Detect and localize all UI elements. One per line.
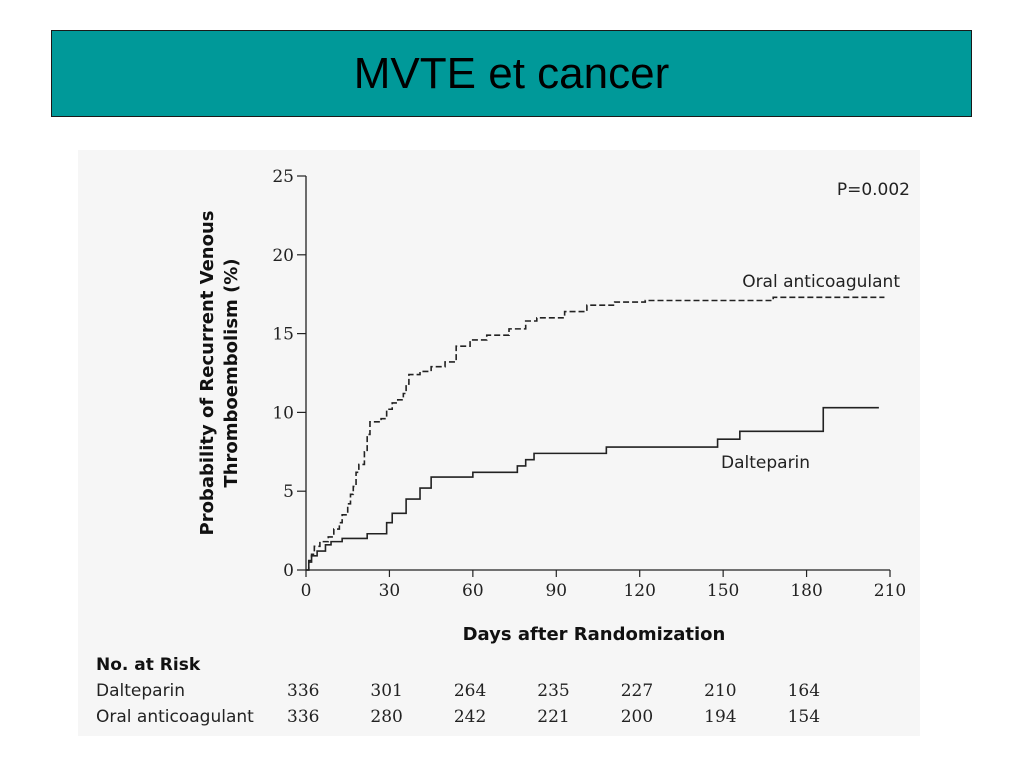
- at-risk-label-oral-anticoagulant: Oral anticoagulant: [96, 707, 254, 727]
- at-risk-value: 194: [704, 707, 737, 727]
- x-tick-label: 30: [379, 581, 401, 601]
- at-risk-value: 264: [453, 681, 487, 701]
- y-axis-title-line-1: Probability of Recurrent Venous: [197, 211, 218, 536]
- at-risk-value: 227: [620, 681, 654, 701]
- at-risk-value: 164: [787, 681, 821, 701]
- y-tick-label: 25: [272, 167, 294, 187]
- km-chart: 0 30 60 90 120 150 180 210 0 5 10 15 20 25 Days after …: [197, 167, 910, 645]
- at-risk-value: 280: [370, 707, 403, 727]
- p-value-annotation: P=0.002: [837, 180, 910, 200]
- series-label-oral-anticoagulant: Oral anticoagulant: [742, 272, 900, 292]
- x-axis-title: Days after Randomization: [463, 624, 726, 645]
- at-risk-value: 336: [287, 681, 320, 701]
- y-tick-label: 20: [272, 246, 294, 266]
- y-tick-label: 0: [283, 561, 294, 581]
- series-line-oral-anticoagulant: [306, 296, 885, 571]
- y-tick-label: 15: [272, 325, 294, 345]
- slide-title: MVTE et cancer: [353, 48, 670, 98]
- at-risk-value: 221: [537, 707, 570, 727]
- at-risk-value: 210: [704, 681, 737, 701]
- at-risk-value: 301: [370, 681, 403, 701]
- x-tick-label: 210: [874, 581, 906, 601]
- at-risk-value: 242: [453, 707, 487, 727]
- y-axis-title-line-2: Thromboembolism (%): [221, 258, 242, 487]
- x-tick-label: 180: [790, 581, 822, 601]
- figure-panel: 0 30 60 90 120 150 180 210 0 5 10 15 20 25 Days after …: [78, 150, 920, 736]
- x-tick-label: 150: [707, 581, 739, 601]
- x-tick-label: 120: [623, 581, 655, 601]
- y-tick-label: 5: [283, 482, 294, 502]
- x-tick-label: 0: [301, 581, 312, 601]
- at-risk-value: 336: [287, 707, 320, 727]
- at-risk-value: 154: [787, 707, 821, 727]
- series-line-dalteparin: [306, 406, 879, 571]
- at-risk-value: 200: [620, 707, 654, 727]
- slide-title-bar: MVTE et cancer: [51, 30, 972, 117]
- at-risk-heading: No. at Risk: [96, 655, 201, 675]
- at-risk-value: 235: [537, 681, 570, 701]
- x-tick-label: 60: [462, 581, 484, 601]
- series-label-dalteparin: Dalteparin: [721, 453, 810, 473]
- y-tick-label: 10: [272, 403, 294, 423]
- x-tick-label: 90: [545, 581, 567, 601]
- at-risk-label-dalteparin: Dalteparin: [96, 681, 186, 701]
